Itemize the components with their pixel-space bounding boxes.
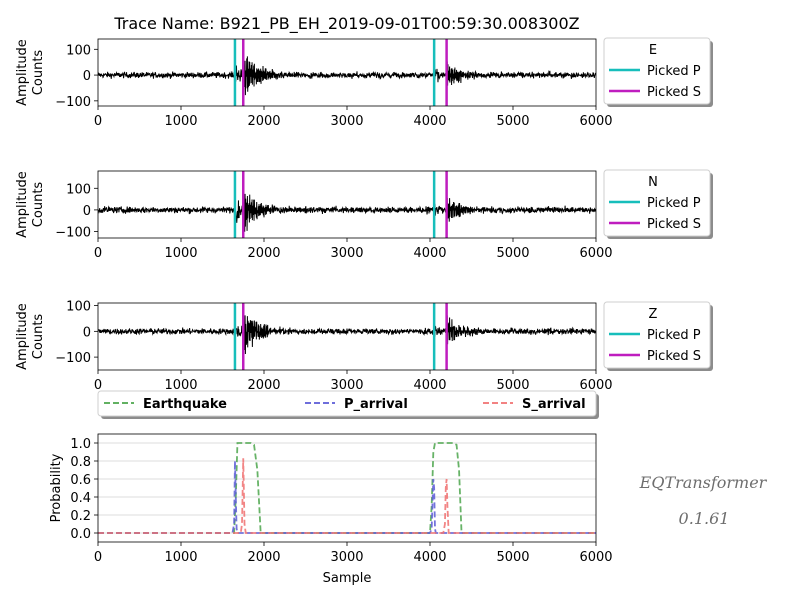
x-tick-label: 3000 bbox=[330, 114, 363, 129]
x-tick-label: 4000 bbox=[413, 550, 446, 565]
y-tick-label: 0 bbox=[83, 325, 91, 340]
y-axis-label: Amplitude bbox=[15, 171, 30, 238]
plot-area bbox=[98, 171, 596, 238]
x-tick-label: 1000 bbox=[164, 378, 197, 393]
x-tick-label: 0 bbox=[94, 114, 102, 129]
y-axis-label: Amplitude bbox=[15, 303, 30, 370]
waveform-trace bbox=[98, 51, 596, 96]
legend-entry: Picked P bbox=[647, 328, 701, 343]
x-tick-label: 4000 bbox=[413, 246, 446, 261]
brand-version: 0.1.61 bbox=[679, 509, 730, 528]
y-axis-label: Counts bbox=[31, 314, 46, 360]
y-axis-label: Probability bbox=[49, 453, 64, 522]
series-s-arrival bbox=[98, 458, 596, 534]
y-tick-label: 1.0 bbox=[70, 437, 91, 452]
x-tick-label: 4000 bbox=[413, 378, 446, 393]
x-tick-label: 0 bbox=[94, 378, 102, 393]
plot-area bbox=[98, 303, 596, 370]
x-tick-label: 0 bbox=[94, 246, 102, 261]
panel-probability: 0 1000 2000 3000 4000 5000 6000 0.0 0.2 0.4 0.6 0.8… bbox=[49, 390, 613, 586]
panel-n: 0 1000 2000 3000 4000 5000 60001000−100Amplitu… bbox=[15, 169, 713, 261]
x-tick-label: 6000 bbox=[579, 246, 612, 261]
y-tick-label: 0.2 bbox=[70, 509, 91, 524]
legend-title: E bbox=[649, 43, 657, 58]
x-tick-label: 2000 bbox=[247, 114, 280, 129]
plot-area bbox=[98, 39, 596, 106]
y-tick-label: −100 bbox=[55, 95, 91, 110]
y-tick-label: −100 bbox=[55, 226, 91, 241]
x-tick-label: 3000 bbox=[330, 378, 363, 393]
x-tick-label: 1000 bbox=[164, 114, 197, 129]
legend-entry: Picked S bbox=[647, 217, 701, 232]
legend-entry: Picked S bbox=[647, 349, 701, 364]
legend-entry: P_arrival bbox=[344, 397, 408, 412]
y-tick-label: 0.4 bbox=[70, 491, 91, 506]
legend-entry: Picked S bbox=[647, 85, 701, 100]
x-tick-label: 2000 bbox=[247, 246, 280, 261]
x-tick-label: 5000 bbox=[496, 550, 529, 565]
x-tick-label: 4000 bbox=[413, 114, 446, 129]
legend-entry: Picked P bbox=[647, 196, 701, 211]
brand-name: EQTransformer bbox=[639, 473, 768, 492]
x-tick-label: 5000 bbox=[496, 246, 529, 261]
x-tick-label: 2000 bbox=[247, 550, 280, 565]
y-axis-label: Counts bbox=[31, 50, 46, 96]
plot-area bbox=[98, 434, 596, 542]
x-tick-label: 3000 bbox=[330, 550, 363, 565]
x-tick-label: 6000 bbox=[579, 114, 612, 129]
legend-entry: S_arrival bbox=[522, 397, 586, 412]
legend-box bbox=[603, 169, 711, 237]
panel-z: 0 1000 2000 3000 4000 5000 60001000−100Amplitu… bbox=[15, 300, 713, 393]
y-axis-label: Counts bbox=[31, 182, 46, 228]
y-tick-label: 100 bbox=[66, 43, 91, 58]
legend-box bbox=[603, 301, 711, 369]
x-tick-label: 5000 bbox=[496, 114, 529, 129]
legend-entry: Picked P bbox=[647, 64, 701, 79]
y-tick-label: 0 bbox=[83, 69, 91, 84]
y-tick-label: 0 bbox=[83, 204, 91, 219]
y-tick-label: 0.0 bbox=[70, 527, 91, 542]
legend-entry: Earthquake bbox=[143, 397, 227, 412]
series-earthquake bbox=[98, 442, 596, 534]
x-tick-label: 5000 bbox=[496, 378, 529, 393]
waveform-trace bbox=[98, 311, 596, 354]
y-tick-label: 100 bbox=[66, 182, 91, 197]
x-tick-label: 1000 bbox=[164, 246, 197, 261]
y-tick-label: 0.8 bbox=[70, 455, 91, 470]
y-tick-label: 0.6 bbox=[70, 473, 91, 488]
x-tick-label: 3000 bbox=[330, 246, 363, 261]
y-axis-label: Amplitude bbox=[15, 39, 30, 106]
y-tick-label: −100 bbox=[55, 351, 91, 366]
waveform-trace bbox=[98, 193, 596, 232]
panel-e: 0 1000 2000 3000 4000 5000 60001000−100Amplitu… bbox=[15, 37, 713, 129]
x-tick-label: 6000 bbox=[579, 550, 612, 565]
x-tick-label: 2000 bbox=[247, 378, 280, 393]
legend-box bbox=[603, 37, 711, 105]
legend-box bbox=[97, 390, 597, 417]
legend-title: Z bbox=[649, 307, 658, 322]
x-tick-label: 1000 bbox=[164, 550, 197, 565]
y-tick-label: 100 bbox=[66, 300, 91, 315]
legend-title: N bbox=[648, 175, 658, 190]
x-tick-label: 0 bbox=[94, 550, 102, 565]
x-tick-label: 6000 bbox=[579, 378, 612, 393]
x-axis-label: Sample bbox=[323, 571, 372, 586]
chart-title: Trace Name: B921_PB_EH_2019-09-01T00:59:… bbox=[113, 14, 579, 34]
